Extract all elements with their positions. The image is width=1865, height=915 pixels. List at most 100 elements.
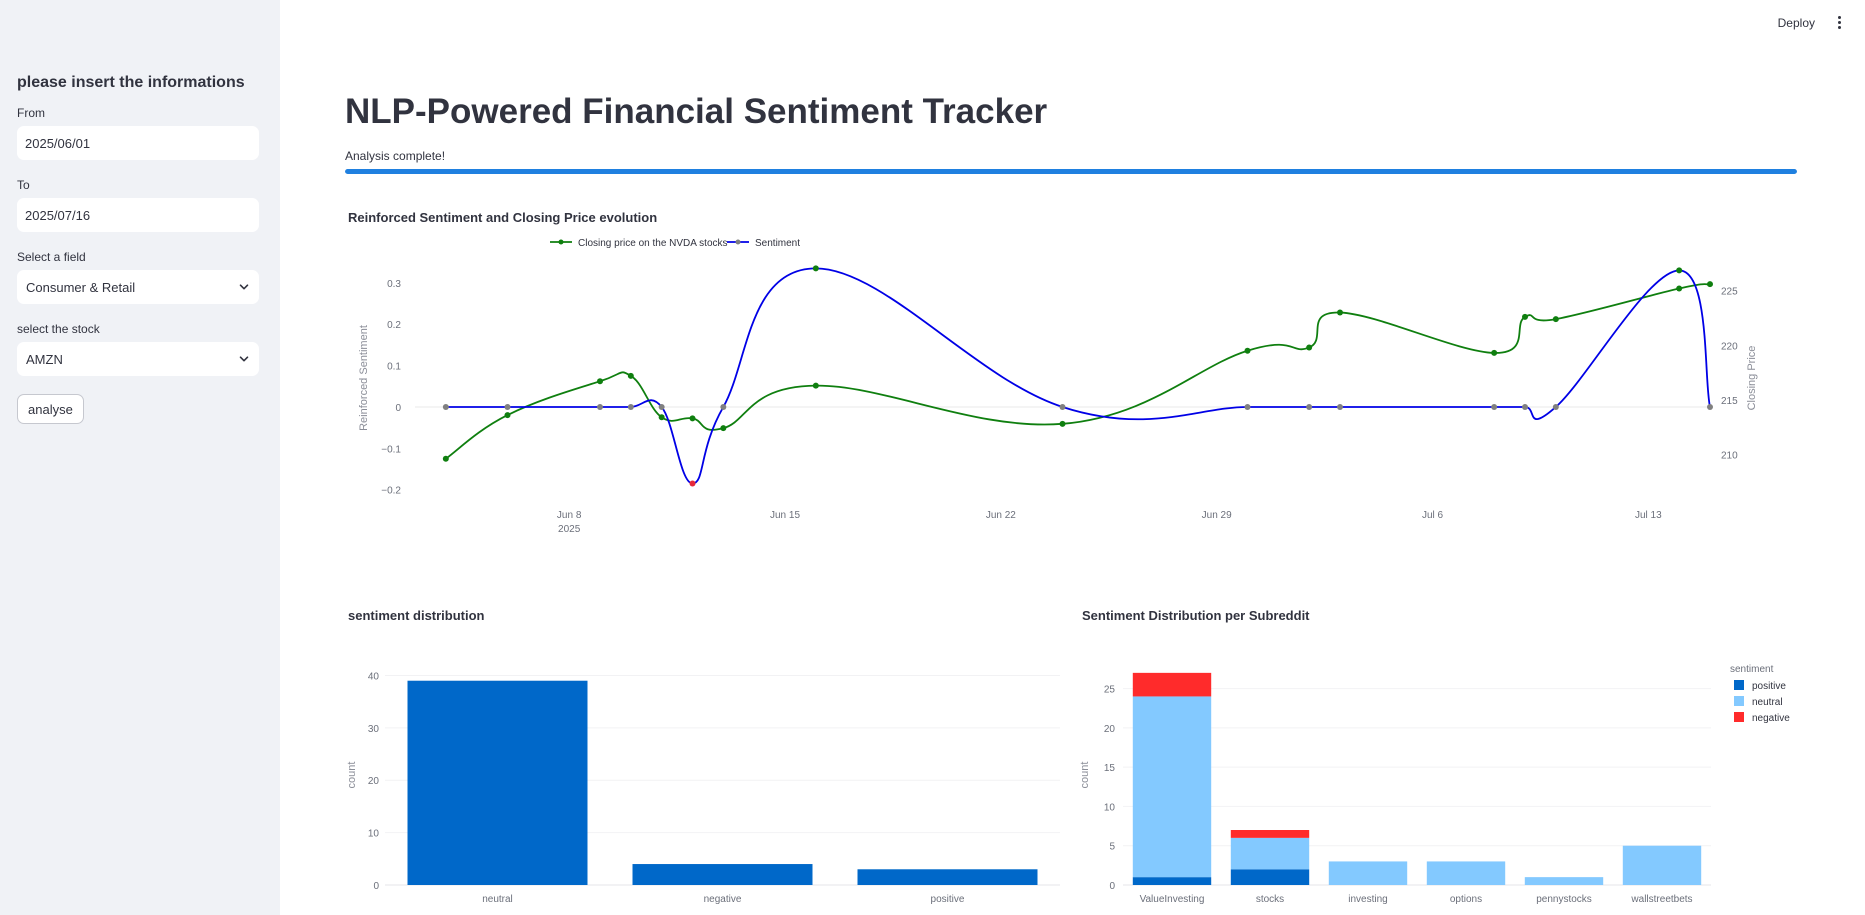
- y2-tick-label: 210: [1721, 450, 1738, 461]
- closing-price-point: [1491, 349, 1498, 356]
- x-tick-label: negative: [704, 894, 742, 905]
- closing-price-point: [627, 372, 634, 379]
- y-tick-label: 0.3: [387, 279, 401, 290]
- sentiment-point: [1059, 403, 1066, 410]
- y-tick-label: 40: [368, 671, 380, 682]
- sidebar-heading: please insert the informations: [17, 74, 245, 91]
- stock-select[interactable]: AMZN: [17, 342, 259, 376]
- sentiment-distribution-bar-chart: 0 10 20 30 40 count neutral negative positive: [346, 671, 1060, 905]
- closing-price-point: [1306, 344, 1313, 351]
- closing-price-point: [1244, 347, 1251, 354]
- legend-swatch-positive: [1734, 680, 1744, 690]
- closing-price-line: [445, 283, 1711, 460]
- x-tick-label: pennystocks: [1536, 894, 1592, 905]
- legend-price-marker: [558, 239, 564, 245]
- closing-price-point: [658, 414, 665, 421]
- closing-price-point: [1676, 285, 1683, 292]
- sentiment-point: [1491, 403, 1498, 410]
- progress-bar: [345, 169, 1797, 174]
- sentiment-line: [445, 267, 1711, 485]
- sentiment-point: [442, 403, 449, 410]
- y-tick-label: 25: [1104, 685, 1116, 696]
- progress-bar-fill: [345, 169, 1797, 174]
- field-select-value: Consumer & Retail: [26, 279, 136, 295]
- legend-title: sentiment: [1730, 664, 1774, 675]
- analyse-button[interactable]: analyse: [17, 394, 84, 424]
- line-chart-title: Reinforced Sentiment and Closing Price e…: [348, 210, 658, 225]
- bar-options-neutral: [1426, 861, 1506, 885]
- y-axis-title: count: [346, 762, 358, 789]
- y-tick-label: 30: [368, 724, 380, 735]
- x-year-label: 2025: [558, 524, 581, 535]
- legend-label-positive: positive: [1752, 681, 1786, 692]
- closing-price-point: [1059, 420, 1066, 427]
- sidebar: please insert the informations From To S…: [0, 0, 280, 915]
- x-tick-label: neutral: [482, 894, 513, 905]
- x-tick-label: ValueInvesting: [1140, 894, 1205, 905]
- x-tick-label: options: [1450, 894, 1482, 905]
- y-tick-label: 10: [368, 829, 380, 840]
- sentiment-point: [1337, 403, 1343, 410]
- x-tick-label: Jul 13: [1635, 510, 1662, 521]
- sentiment-point: [1707, 403, 1713, 410]
- closing-price-point: [689, 415, 696, 422]
- y-tick-label: 0: [1109, 881, 1115, 892]
- bar-investing-neutral: [1328, 861, 1408, 885]
- sentiment-point: [597, 403, 603, 410]
- bar-wallstreetbets-neutral: [1622, 845, 1702, 885]
- deploy-button[interactable]: Deploy: [1777, 16, 1815, 30]
- legend-label-neutral: neutral: [1752, 697, 1783, 708]
- legend-sentiment-label: Sentiment: [755, 238, 800, 249]
- sentiment-point: [1306, 403, 1313, 410]
- x-tick-label: stocks: [1256, 894, 1284, 905]
- sentiment-point: [720, 403, 727, 410]
- from-label: From: [17, 106, 45, 120]
- y-tick-label: −0.2: [381, 486, 401, 497]
- from-date-input[interactable]: [17, 126, 259, 160]
- closing-price-point: [504, 412, 511, 419]
- y-axis-title: count: [1079, 762, 1091, 789]
- x-tick-label: Jun 22: [986, 510, 1016, 521]
- y-tick-label: 0.1: [387, 362, 401, 373]
- to-date-input[interactable]: [17, 198, 259, 232]
- sentiment-point: [1676, 267, 1683, 274]
- field-select-label: Select a field: [17, 250, 86, 264]
- bar-stocks-neutral: [1230, 837, 1310, 870]
- x-tick-label: Jun 8: [557, 510, 582, 521]
- more-menu-icon[interactable]: [1835, 16, 1843, 32]
- y-tick-label: 5: [1109, 842, 1115, 853]
- bar-pennystocks-neutral: [1524, 877, 1604, 885]
- bar-stocks-positive: [1230, 869, 1310, 885]
- legend-price-label: Closing price on the NVDA stocks: [578, 238, 728, 249]
- sentiment-point: [504, 403, 511, 410]
- y-tick-label: 10: [1104, 802, 1116, 813]
- status-text: Analysis complete!: [345, 149, 446, 163]
- bar-stocks-negative: [1230, 830, 1310, 838]
- sentiment-point: [812, 265, 819, 272]
- closing-price-point: [1522, 313, 1528, 320]
- bar-positive: [857, 869, 1038, 885]
- closing-price-point: [720, 425, 727, 432]
- sentiment-point: [627, 403, 634, 410]
- stock-select-value: AMZN: [26, 351, 63, 367]
- closing-price-point: [597, 378, 603, 385]
- legend-swatch-neutral: [1734, 696, 1744, 706]
- chevron-down-icon: [239, 284, 249, 290]
- x-tick-label: Jun 15: [770, 510, 800, 521]
- x-tick-label: wallstreetbets: [1630, 894, 1692, 905]
- y2-tick-label: 220: [1721, 341, 1738, 352]
- closing-price-point: [812, 382, 819, 389]
- y-tick-label: 15: [1104, 763, 1116, 774]
- closing-price-point: [1552, 316, 1559, 323]
- chevron-down-icon: [239, 356, 249, 362]
- bar-chart-title: sentiment distribution: [348, 608, 485, 623]
- sentiment-point: [689, 480, 696, 487]
- stacked-chart-title: Sentiment Distribution per Subreddit: [1082, 608, 1310, 623]
- field-select[interactable]: Consumer & Retail: [17, 270, 259, 304]
- y2-axis-title: Closing Price: [1746, 346, 1758, 411]
- sentiment-point: [1552, 403, 1559, 410]
- closing-price-point: [442, 455, 449, 462]
- y-axis-title: Reinforced Sentiment: [358, 325, 370, 431]
- y-tick-label: −0.1: [381, 444, 401, 455]
